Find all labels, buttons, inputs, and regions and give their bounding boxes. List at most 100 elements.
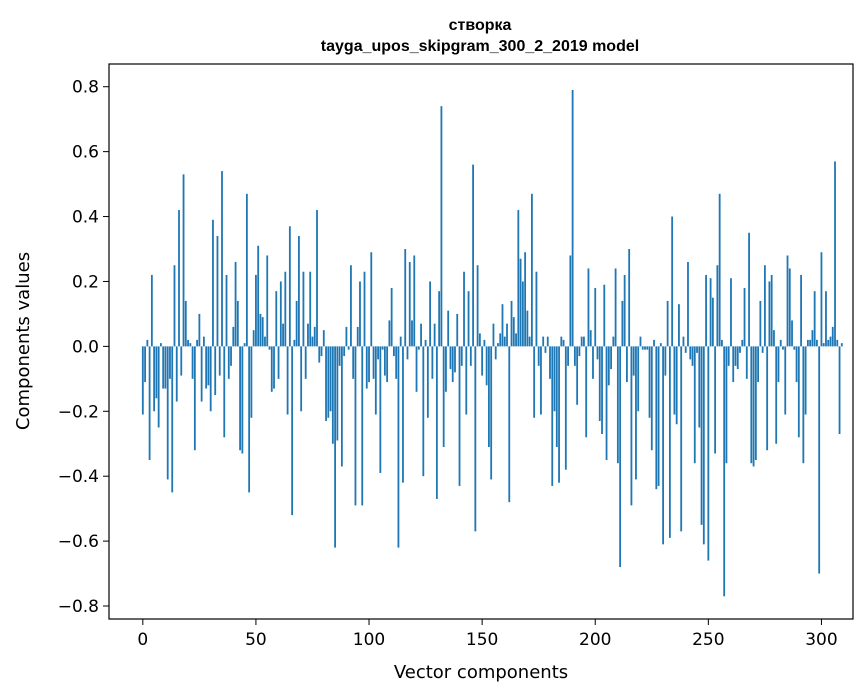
bar-64 bbox=[286, 346, 289, 415]
bar-240 bbox=[684, 346, 687, 353]
bar-276 bbox=[766, 346, 769, 451]
bar-134 bbox=[445, 346, 447, 392]
x-axis-ticks: 0 50 100 150 200 250 300 bbox=[137, 619, 838, 650]
x-tick-label: 0 bbox=[137, 630, 148, 650]
bar-39 bbox=[230, 346, 232, 366]
bar-30 bbox=[209, 346, 212, 412]
bar-286 bbox=[788, 268, 791, 347]
bar-68 bbox=[295, 300, 298, 347]
bar-153 bbox=[488, 346, 490, 447]
bar-63 bbox=[284, 271, 287, 347]
x-tick-label: 200 bbox=[579, 630, 611, 650]
bar-37 bbox=[225, 274, 228, 347]
bar-56 bbox=[268, 346, 271, 350]
bar-19 bbox=[184, 300, 187, 347]
bar-181 bbox=[551, 346, 554, 486]
bar-50 bbox=[255, 274, 257, 347]
bar-82 bbox=[327, 346, 330, 418]
bar-92 bbox=[350, 265, 352, 347]
bar-94 bbox=[354, 346, 357, 506]
bar-84 bbox=[331, 346, 334, 444]
bar-125 bbox=[424, 339, 427, 347]
bar-309 bbox=[840, 343, 843, 347]
y-tick-label: 0.8 bbox=[72, 78, 99, 98]
bar-76 bbox=[313, 326, 316, 347]
bar-272 bbox=[757, 346, 760, 383]
y-tick-label: −0.8 bbox=[58, 597, 99, 617]
bar-281 bbox=[777, 346, 780, 383]
bar-93 bbox=[352, 346, 355, 379]
y-tick-label: −0.6 bbox=[58, 532, 99, 552]
bar-87 bbox=[338, 346, 341, 366]
bar-189 bbox=[569, 255, 572, 347]
bar-165 bbox=[515, 333, 517, 347]
bar-226 bbox=[653, 339, 655, 347]
bar-104 bbox=[377, 346, 379, 360]
bar-292 bbox=[802, 346, 805, 464]
bar-287 bbox=[791, 320, 793, 347]
bar-27 bbox=[202, 336, 205, 347]
bar-264 bbox=[739, 346, 741, 353]
bar-35 bbox=[221, 171, 223, 347]
bar-242 bbox=[689, 346, 692, 360]
bar-43 bbox=[239, 346, 241, 451]
bar-291 bbox=[800, 274, 802, 347]
bar-89 bbox=[343, 346, 346, 357]
bar-210 bbox=[616, 346, 619, 464]
bar-52 bbox=[259, 313, 262, 347]
bar-261 bbox=[732, 346, 735, 383]
bar-156 bbox=[494, 346, 497, 360]
bar-223 bbox=[646, 346, 649, 350]
bar-209 bbox=[614, 268, 617, 347]
bar-59 bbox=[275, 291, 278, 347]
bar-206 bbox=[607, 346, 610, 386]
x-tick-label: 50 bbox=[245, 630, 267, 650]
bar-245 bbox=[696, 346, 698, 353]
bar-290 bbox=[797, 346, 800, 438]
bar-96 bbox=[359, 281, 361, 347]
bar-204 bbox=[603, 284, 606, 347]
bar-102 bbox=[372, 346, 375, 379]
bar-149 bbox=[478, 333, 481, 347]
bar-32 bbox=[214, 346, 217, 396]
y-tick-label: 0.0 bbox=[72, 337, 99, 357]
bar-23 bbox=[193, 346, 196, 451]
bar-285 bbox=[786, 255, 789, 347]
bar-6 bbox=[155, 346, 158, 399]
bar-284 bbox=[784, 346, 787, 415]
bar-11 bbox=[166, 346, 169, 480]
bar-135 bbox=[447, 310, 450, 347]
bar-307 bbox=[836, 339, 839, 347]
bar-144 bbox=[467, 291, 470, 347]
bar-236 bbox=[675, 346, 678, 425]
bar-190 bbox=[571, 89, 574, 347]
bar-263 bbox=[736, 346, 739, 370]
bar-81 bbox=[325, 346, 327, 422]
bar-12 bbox=[169, 346, 171, 379]
bar-90 bbox=[345, 326, 348, 347]
x-axis-label: Vector components bbox=[394, 662, 568, 683]
bar-85 bbox=[334, 346, 336, 548]
y-tick-label: 0.2 bbox=[72, 272, 99, 292]
bar-130 bbox=[435, 346, 438, 499]
bar-31 bbox=[212, 219, 214, 347]
bar-183 bbox=[555, 346, 558, 447]
bar-197 bbox=[587, 268, 590, 347]
y-tick-label: −0.2 bbox=[58, 402, 99, 422]
bar-140 bbox=[458, 346, 461, 486]
bar-117 bbox=[406, 346, 409, 360]
bar-252 bbox=[711, 297, 714, 347]
bar-106 bbox=[381, 346, 384, 350]
bar-253 bbox=[714, 346, 717, 454]
bar-169 bbox=[524, 252, 527, 347]
bar-97 bbox=[361, 346, 364, 506]
bar-157 bbox=[497, 343, 499, 347]
bar-228 bbox=[657, 346, 660, 486]
bar-151 bbox=[483, 339, 486, 347]
bar-243 bbox=[691, 346, 694, 366]
bar-256 bbox=[721, 339, 723, 347]
bar-99 bbox=[365, 346, 368, 389]
bar-219 bbox=[637, 346, 640, 412]
bar-110 bbox=[390, 287, 393, 347]
